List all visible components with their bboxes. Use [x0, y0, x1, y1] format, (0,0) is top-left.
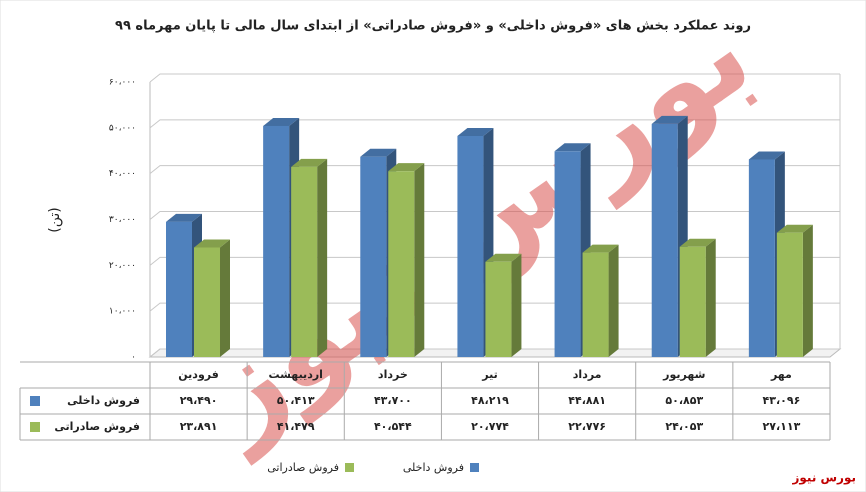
bar [679, 246, 706, 357]
bar [360, 156, 387, 357]
value-label: ۴۸،۲۱۹ [471, 394, 509, 407]
value-label: ۲۰،۷۷۴ [471, 420, 509, 433]
bar [166, 221, 192, 357]
bar-top [263, 117, 300, 126]
legend-key [470, 463, 479, 472]
bar [582, 252, 609, 357]
y-tick-label: ۰ [131, 353, 136, 363]
legend-key [345, 463, 354, 472]
source: بورس نیوز [791, 471, 856, 486]
chart-title: روند عملکرد بخش های «فروش داخلی» و «فروش… [115, 19, 751, 34]
bar-top [748, 151, 785, 160]
category-label: مهر [770, 368, 792, 381]
bar-top [194, 239, 230, 248]
value-label: ۲۹،۴۹۰ [180, 394, 218, 407]
bar-top [291, 158, 328, 167]
bar-side [511, 253, 522, 357]
bar-side [317, 158, 328, 357]
value-label: ۴۳،۷۰۰ [374, 394, 412, 407]
value-label: ۴۱،۴۷۹ [277, 420, 315, 433]
bar [291, 166, 318, 357]
legend-key [30, 422, 40, 432]
bar [554, 151, 581, 357]
bar [776, 232, 803, 357]
value-label: ۲۳،۸۹۱ [180, 420, 218, 433]
bar [388, 171, 415, 357]
legend-key [30, 396, 40, 406]
value-label: ۴۳،۰۹۶ [763, 394, 801, 407]
row-label: فروش صادراتی [54, 420, 140, 433]
value-label: ۲۲،۷۷۶ [568, 420, 606, 433]
bar-top [582, 244, 619, 253]
value-label: ۲۴،۰۵۳ [665, 420, 703, 433]
bar-side [608, 244, 619, 357]
row-label: فروش داخلی [67, 394, 140, 407]
bar-top [457, 127, 494, 136]
y-tick-label: ۲۰،۰۰۰ [109, 261, 136, 271]
bar [748, 159, 775, 357]
y-tick-label: ۳۰،۰۰۰ [109, 215, 136, 225]
value-label: ۴۰،۵۴۴ [374, 420, 412, 433]
bar-top [679, 238, 716, 247]
bar-side [705, 238, 716, 357]
bar-top [554, 143, 591, 152]
y-tick-label: ۱۰،۰۰۰ [109, 307, 136, 317]
bar-top [166, 213, 202, 222]
bar-top [360, 148, 397, 157]
bar-side [414, 163, 425, 357]
bar [194, 247, 220, 357]
grid-line [149, 119, 840, 129]
bar [457, 135, 484, 357]
bar-top [651, 115, 688, 124]
bar [485, 261, 512, 357]
value-label: ۵۰،۸۵۳ [665, 394, 703, 407]
y-tick-label: ۴۰،۰۰۰ [109, 169, 136, 179]
category-label: اردیبهشت [268, 368, 322, 381]
grid-line [149, 73, 840, 83]
value-label: ۴۴،۸۸۱ [568, 394, 606, 407]
grid-line [149, 211, 840, 220]
legend-label: فروش صادراتی [267, 461, 339, 474]
y-tick-label: ۵۰،۰۰۰ [109, 123, 136, 133]
bar-top [776, 224, 813, 233]
y-axis-label: (تن) [47, 207, 63, 233]
category-label: مرداد [573, 368, 602, 381]
category-label: خرداد [378, 368, 408, 381]
bar [651, 123, 678, 357]
category-label: فرودین [178, 368, 219, 381]
bar-side [220, 239, 230, 357]
category-label: تیر [481, 368, 497, 381]
y-tick-label: ۶۰،۰۰۰ [109, 78, 136, 88]
legend-label: فروش داخلی [403, 461, 464, 474]
value-label: ۵۰،۴۱۳ [277, 394, 315, 407]
bar-side [802, 224, 813, 357]
bar-top [388, 163, 425, 172]
bar-top [485, 253, 522, 262]
value-label: ۲۷،۱۱۳ [763, 420, 801, 433]
grid-line [149, 165, 840, 175]
bar [263, 125, 290, 357]
category-label: شهریور [662, 368, 705, 381]
